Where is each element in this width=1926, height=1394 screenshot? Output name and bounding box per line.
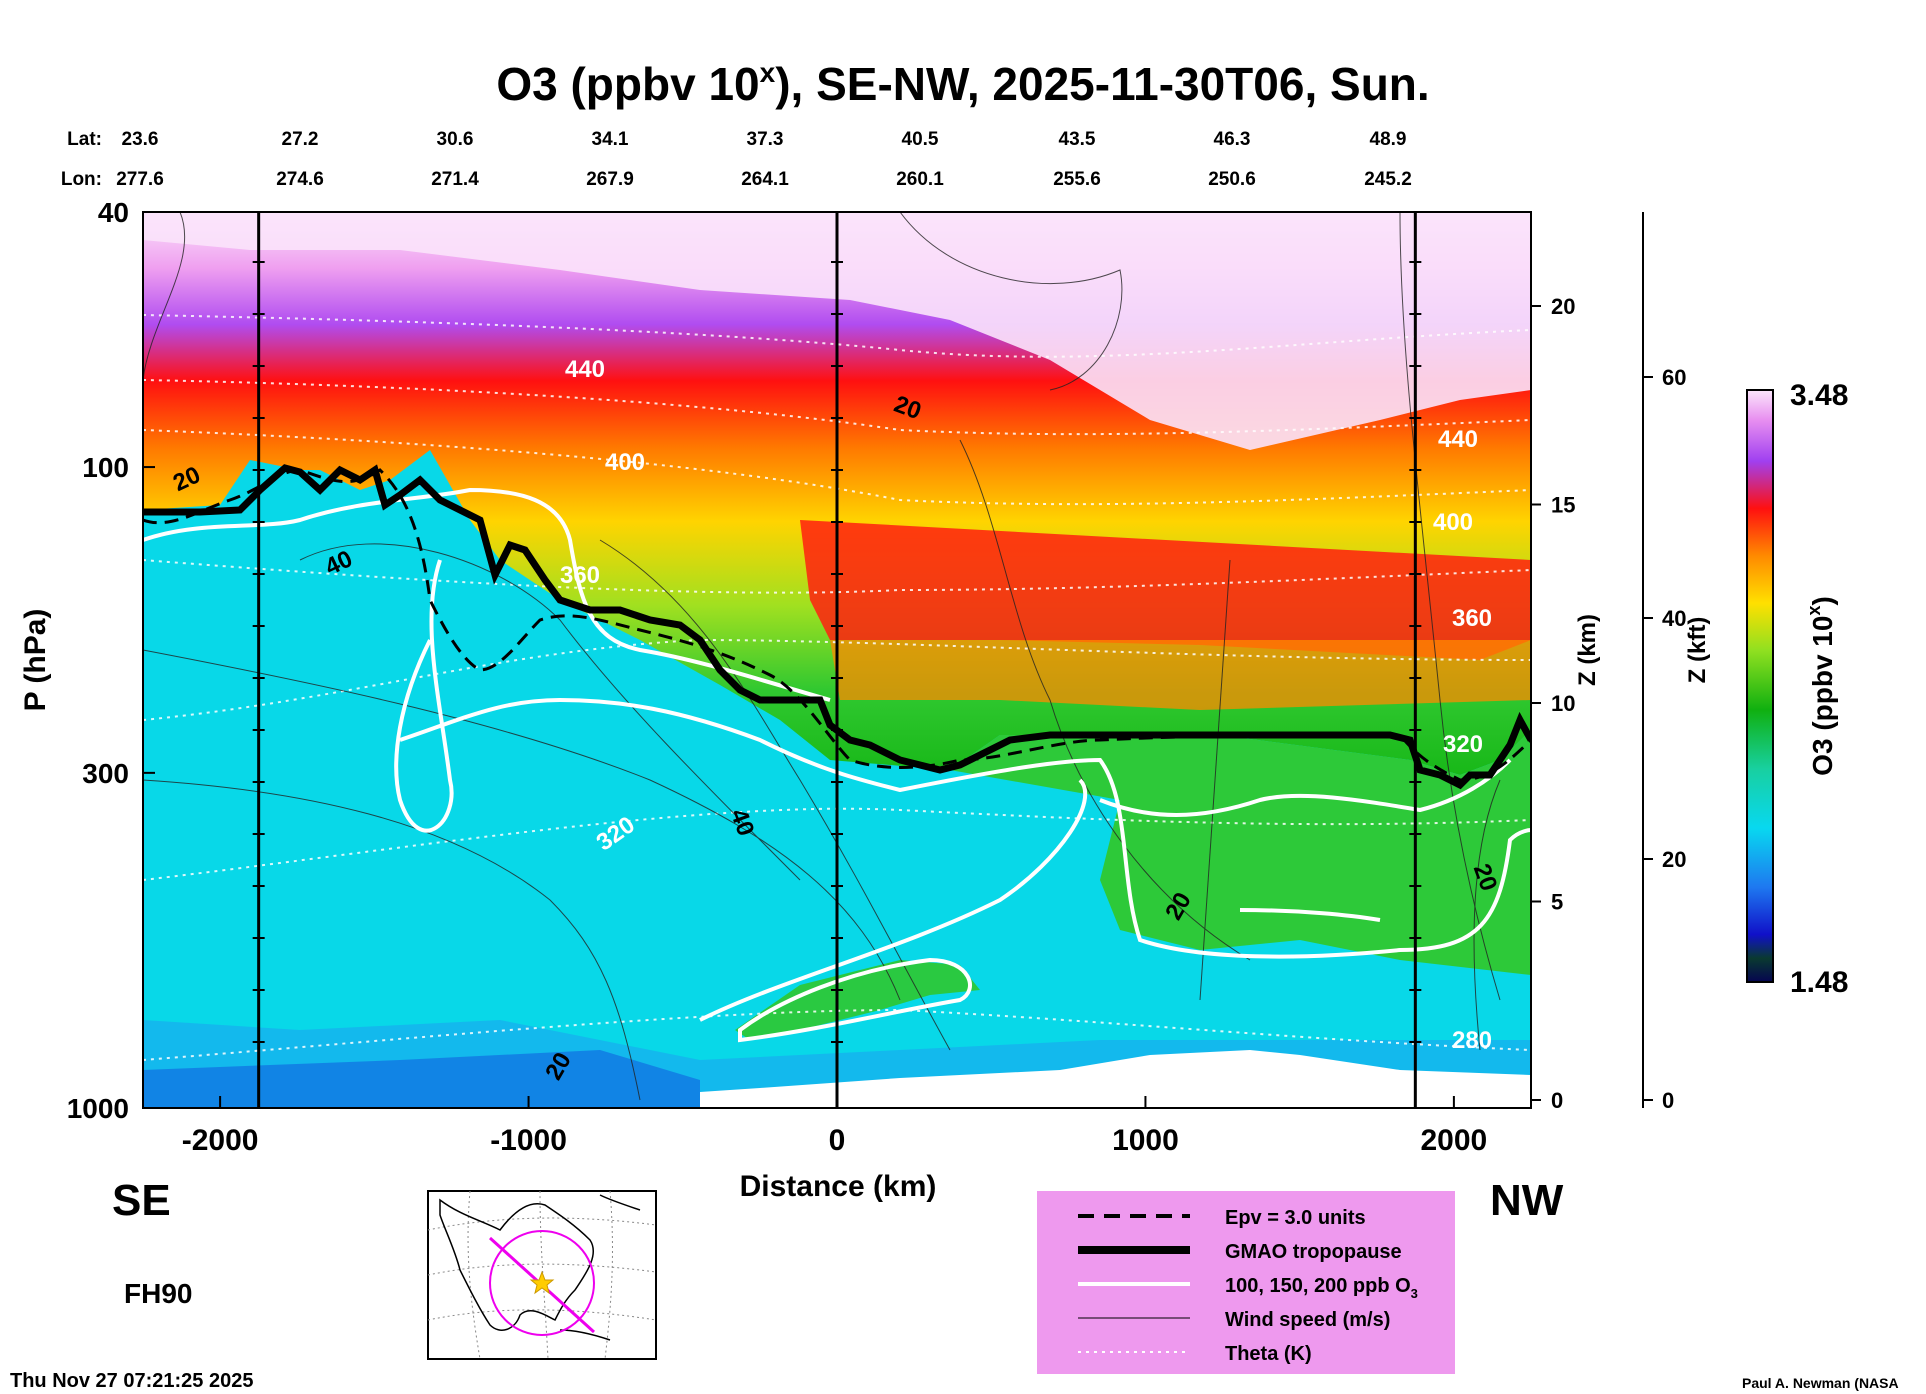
lat-value: 23.6 xyxy=(122,129,159,150)
height-kft-axis: 0 20 40 60 xyxy=(1642,212,1686,1113)
direction-se: SE xyxy=(112,1176,171,1225)
p-tick-label: 1000 xyxy=(67,1093,129,1124)
lat-value: 34.1 xyxy=(592,129,629,150)
vertical-markers xyxy=(252,212,1422,1108)
zkm-tick-label: 15 xyxy=(1551,493,1575,518)
below-ground xyxy=(700,1050,1531,1108)
ozone-ppb-contours xyxy=(143,487,1531,1043)
zkft-tick-label: 20 xyxy=(1662,847,1686,872)
lon-value: 245.2 xyxy=(1364,169,1412,190)
direction-nw: NW xyxy=(1490,1176,1564,1225)
plot-area: 4404003603202804404003603202040402020202… xyxy=(143,212,1531,1108)
green-region-right xyxy=(950,730,1531,975)
legend-label: 100, 150, 200 ppb O3 xyxy=(1225,1275,1418,1301)
lat-value: 37.3 xyxy=(747,129,784,150)
ylabel-pressure: P (hPa) xyxy=(19,609,52,712)
timestamp: Thu Nov 27 07:21:25 2025 xyxy=(10,1370,253,1392)
zlabel-km: Z (km) xyxy=(1574,614,1601,686)
x-tick-label: 1000 xyxy=(1112,1124,1179,1157)
p-tick-label: 300 xyxy=(82,758,129,789)
legend-label: Epv = 3.0 units xyxy=(1225,1207,1366,1229)
lon-value: 277.6 xyxy=(116,169,164,190)
epv-line xyxy=(143,468,1531,782)
zkft-tick-label: 60 xyxy=(1662,365,1686,390)
lon-value: 267.9 xyxy=(586,169,634,190)
lat-value: 46.3 xyxy=(1214,129,1251,150)
lon-value: 260.1 xyxy=(896,169,944,190)
theta-lines xyxy=(143,314,1531,1061)
contour-label: 400 xyxy=(1433,509,1473,536)
lat-value: 48.9 xyxy=(1370,129,1407,150)
inset-circle xyxy=(489,1230,595,1336)
contour-label: 400 xyxy=(605,449,645,476)
colorbar-title: O3 (ppbv 10x) xyxy=(1804,596,1838,776)
inset-map xyxy=(427,1190,657,1360)
pressure-axis: 40 100 300 1000 xyxy=(67,197,155,1124)
contour-label: 440 xyxy=(565,356,605,383)
legend-label: Theta (K) xyxy=(1225,1343,1312,1365)
forecast-hour: FH90 xyxy=(124,1278,192,1309)
credit: Paul A. Newman (NASA xyxy=(1742,1375,1899,1391)
lat-label: Lat: xyxy=(67,129,102,150)
zkm-tick-label: 0 xyxy=(1551,1088,1563,1113)
contour-label: 280 xyxy=(1452,1027,1492,1054)
height-km-axis: 0 5 10 15 20 xyxy=(1531,294,1575,1113)
lat-value: 43.5 xyxy=(1059,129,1096,150)
lon-value: 271.4 xyxy=(431,169,479,190)
colorbar xyxy=(1746,389,1774,983)
x-tick-label: 0 xyxy=(829,1124,846,1157)
boundary-layer-blue xyxy=(143,1050,700,1108)
legend-label: Wind speed (m/s) xyxy=(1225,1309,1390,1331)
xlabel-distance: Distance (km) xyxy=(740,1170,937,1203)
lon-value: 264.1 xyxy=(741,169,789,190)
p-tick-label: 40 xyxy=(98,197,129,228)
p-tick-label: 100 xyxy=(82,452,129,483)
lat-value: 30.6 xyxy=(437,129,474,150)
zkm-tick-label: 5 xyxy=(1551,890,1563,915)
colorbar-max-label: 3.48 xyxy=(1790,379,1848,412)
orange-band-right xyxy=(830,640,1531,710)
inset-star xyxy=(529,1270,555,1295)
wind-contours xyxy=(143,212,1501,1101)
contour-label: 360 xyxy=(560,562,600,589)
lon-value: 250.6 xyxy=(1208,169,1256,190)
zkft-tick-label: 40 xyxy=(1662,606,1686,631)
x-tick-label: 2000 xyxy=(1421,1124,1488,1157)
green-tongue-lower xyxy=(735,960,980,1040)
lat-value: 27.2 xyxy=(282,129,319,150)
zlabel-kft: Z (kft) xyxy=(1684,617,1711,684)
red-band-right xyxy=(800,520,1531,660)
x-tick-label: -1000 xyxy=(490,1124,567,1157)
lon-value: 255.6 xyxy=(1053,169,1101,190)
x-tick-label: -2000 xyxy=(182,1124,259,1157)
contour-label: 320 xyxy=(1443,731,1483,758)
zkm-tick-label: 10 xyxy=(1551,691,1575,716)
legend: Epv = 3.0 units GMAO tropopause 100, 150, … xyxy=(1037,1191,1455,1374)
legend-label: GMAO tropopause xyxy=(1225,1241,1402,1263)
lon-label: Lon: xyxy=(61,169,102,190)
colorbar-min-label: 1.48 xyxy=(1790,966,1848,999)
tropopause-line xyxy=(143,464,1531,790)
chart-title: O3 (ppbv 10x), SE-NW, 2025-11-30T06, Sun… xyxy=(496,57,1429,110)
high-ozone-cap xyxy=(143,212,1531,450)
contour-label: 360 xyxy=(1452,605,1492,632)
contour-label: 440 xyxy=(1438,426,1478,453)
distance-axis: -2000 -1000 0 1000 2000 xyxy=(182,1096,1488,1157)
zkft-tick-label: 0 xyxy=(1662,1088,1674,1113)
lon-value: 274.6 xyxy=(276,169,324,190)
latlon-header: Lat: Lon: 23.6 277.6 27.2 274.6 30.6 271.4 34.1 2… xyxy=(61,129,1412,190)
zkm-tick-label: 20 xyxy=(1551,294,1575,319)
lat-value: 40.5 xyxy=(902,129,939,150)
